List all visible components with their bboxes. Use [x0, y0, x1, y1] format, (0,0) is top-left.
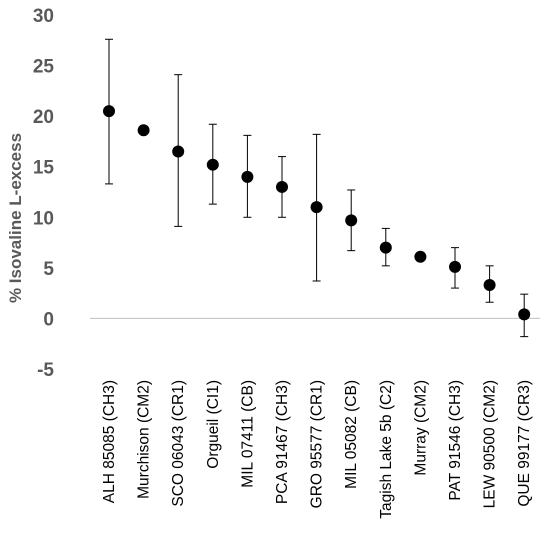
- data-point: [206, 158, 219, 171]
- data-points: [103, 105, 531, 321]
- y-tick-label: 20: [33, 107, 54, 128]
- x-category-label: Murchison (CM2): [136, 380, 153, 499]
- x-axis-category-labels: ALH 85085 (CH3) Murchison (CM2) SCO 06043 …: [101, 380, 533, 519]
- y-axis-tick-labels: 30 25 20 15 10 5 0 -5: [33, 6, 55, 381]
- data-point: [483, 279, 496, 292]
- data-point: [449, 260, 461, 273]
- x-category-label: PAT 91546 (CH3): [447, 380, 464, 501]
- data-point: [276, 180, 288, 193]
- data-point: [137, 124, 150, 137]
- data-point: [345, 214, 358, 227]
- x-category-label: MIL 05082 (CB): [343, 380, 360, 489]
- data-point: [414, 250, 427, 263]
- x-category-label: Murray (CM2): [412, 380, 429, 476]
- x-category-label: Orgueil (CI1): [205, 380, 222, 469]
- y-tick-label: 5: [43, 259, 54, 280]
- x-category-label: SCO 06043 (CR1): [170, 380, 187, 507]
- data-point: [379, 241, 392, 254]
- x-category-label: QUE 99177 (CR3): [516, 380, 533, 507]
- y-tick-label: -5: [37, 360, 54, 381]
- data-point: [172, 145, 185, 158]
- error-bars: [105, 38, 529, 338]
- y-tick-label: 10: [33, 208, 54, 229]
- data-point: [103, 105, 115, 118]
- y-tick-label: 0: [43, 309, 54, 330]
- data-point: [241, 170, 254, 183]
- x-category-label: Tagish Lake 5b (C2): [378, 380, 395, 519]
- x-category-label: ALH 85085 (CH3): [101, 380, 118, 503]
- x-category-label: PCA 91467 (CH3): [274, 380, 291, 504]
- data-point: [310, 201, 323, 214]
- data-point: [518, 308, 531, 321]
- y-tick-label: 30: [33, 6, 54, 27]
- y-tick-label: 15: [33, 158, 55, 179]
- y-tick-label: 25: [33, 57, 55, 78]
- y-axis-title: % Isovaline L-excess: [6, 133, 25, 303]
- x-category-label: GRO 95577 (CR1): [309, 380, 326, 508]
- x-category-label: MIL 07411 (CB): [239, 380, 256, 488]
- x-category-label: LEW 90500 (CM2): [482, 380, 499, 508]
